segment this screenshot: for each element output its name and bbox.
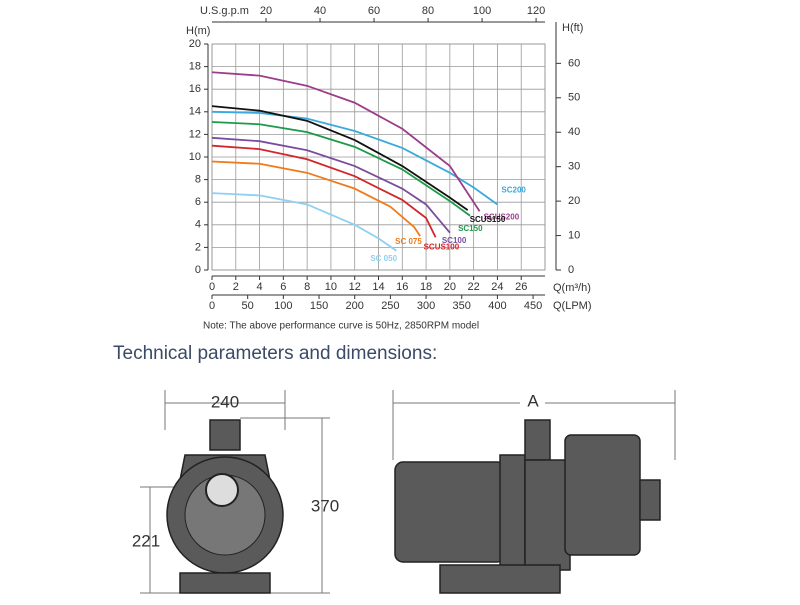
series-line [211, 121, 471, 217]
x2-tick-label: 80 [422, 5, 434, 17]
y2-tick-label: 0 [568, 264, 574, 276]
y-axis-label: H(m) [186, 25, 210, 37]
note: Note: The above performance curve is 50H… [203, 321, 479, 332]
x-tick-label: 4 [257, 281, 263, 293]
series-line [211, 160, 421, 237]
front-view [140, 390, 330, 594]
x3-tick-label: 0 [209, 300, 215, 312]
x3-tick-label: 150 [310, 300, 328, 312]
y2-tick-label: 10 [568, 229, 580, 241]
series-line [211, 110, 498, 206]
y-tick-label: 6 [195, 196, 201, 208]
x3-tick-label: 250 [381, 300, 399, 312]
dim-length: A [527, 391, 539, 410]
x-tick-label: 12 [349, 281, 361, 293]
heading: Technical parameters and dimensions: [113, 343, 437, 364]
series-label: SC150 [458, 224, 483, 233]
y-tick-label: 16 [189, 83, 201, 95]
x-tick-label: 6 [280, 281, 286, 293]
x3-tick-label: 400 [488, 300, 506, 312]
y-tick-label: 12 [189, 128, 201, 140]
x-tick-label: 0 [209, 281, 215, 293]
x2-tick-label: 40 [314, 5, 326, 17]
series-line [211, 105, 469, 211]
x-tick-label: 16 [396, 281, 408, 293]
x2-tick-label: 120 [527, 5, 545, 17]
x-tick-label: 18 [420, 281, 432, 293]
series-label: SC200 [501, 186, 526, 195]
y-tick-label: 18 [189, 61, 201, 73]
x3-axis-label: Q(LPM) [553, 300, 592, 312]
x3-tick-label: 450 [524, 300, 542, 312]
series-label: SCUS100 [424, 242, 460, 251]
x3-tick-label: 350 [453, 300, 471, 312]
series-line [211, 144, 437, 238]
dim-height: 370 [311, 496, 339, 515]
y-tick-label: 4 [195, 219, 201, 231]
y-tick-label: 20 [189, 38, 201, 50]
x3-tick-label: 100 [274, 300, 292, 312]
y-tick-label: 14 [189, 106, 201, 118]
x-tick-label: 26 [515, 281, 527, 293]
y2-tick-label: 20 [568, 195, 580, 207]
series-label: SC100 [442, 236, 467, 245]
series-label: SCUS200 [484, 212, 520, 221]
series-label: SC 050 [370, 254, 397, 263]
x2-tick-label: 20 [260, 5, 272, 17]
series-line [211, 192, 397, 252]
x3-tick-label: 50 [242, 300, 254, 312]
dim-width: 240 [211, 392, 239, 411]
top-axis-label: U.S.g.p.m [200, 5, 249, 17]
series-line [211, 136, 451, 234]
x-tick-label: 14 [372, 281, 384, 293]
y2-tick-label: 30 [568, 161, 580, 173]
x3-tick-label: 200 [346, 300, 364, 312]
x-tick-label: 2 [233, 281, 239, 293]
x2-tick-label: 60 [368, 5, 380, 17]
series-line [211, 71, 481, 212]
x-tick-label: 10 [325, 281, 337, 293]
y-tick-label: 10 [189, 151, 201, 163]
y2-tick-label: 50 [568, 92, 580, 104]
series-label: SCUS150 [470, 215, 506, 224]
x3-tick-label: 300 [417, 300, 435, 312]
x-tick-label: 8 [304, 281, 310, 293]
y-tick-label: 0 [195, 264, 201, 276]
x-tick-label: 22 [468, 281, 480, 293]
y2-axis-label: H(ft) [562, 22, 583, 34]
x-axis-label: Q(m³/h) [553, 282, 591, 294]
side-view [392, 390, 676, 594]
y2-tick-label: 60 [568, 57, 580, 69]
x-tick-label: 20 [444, 281, 456, 293]
series-label: SC 075 [395, 237, 422, 246]
y-tick-label: 8 [195, 174, 201, 186]
y-tick-label: 2 [195, 241, 201, 253]
x-tick-label: 24 [491, 281, 503, 293]
y2-tick-label: 40 [568, 126, 580, 138]
x2-tick-label: 100 [473, 5, 491, 17]
dim-axis-height: 221 [132, 531, 160, 550]
